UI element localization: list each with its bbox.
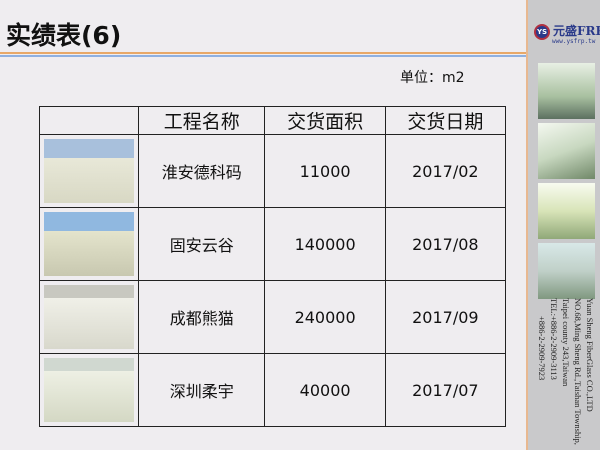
divider-blue — [0, 55, 526, 57]
side-panel: YS 元盛FRP www.ysfrp.tw Yuan Sheng FiberGl… — [526, 0, 600, 450]
project-photo — [44, 285, 134, 349]
project-date: 2017/02 — [384, 134, 507, 208]
header-name: 工程名称 — [137, 106, 266, 135]
company-address: Yuan Sheng FiberGlass CO.,LTD NO.68,Ming… — [534, 298, 596, 448]
project-name: 成都熊猫 — [137, 280, 266, 354]
table-row: 成都熊猫 240000 2017/09 — [39, 280, 507, 354]
company-logo: YS 元盛FRP www.ysfrp.tw — [534, 22, 600, 48]
logo-badge-icon: YS — [534, 24, 550, 40]
logo-name: 元盛FRP — [553, 24, 600, 38]
address-line: Taipei county 243,Taiwan — [561, 298, 571, 387]
project-table: 工程名称 交货面积 交货日期 淮安德科码 11000 2017/02 固安云谷 … — [39, 106, 507, 427]
header-photo — [39, 106, 139, 135]
side-photo — [538, 183, 595, 239]
project-date: 2017/07 — [384, 353, 507, 427]
address-line: +886-2-2909-7923 — [537, 316, 547, 381]
table-row: 深圳柔宇 40000 2017/07 — [39, 353, 507, 427]
project-photo — [44, 358, 134, 422]
table-header-row: 工程名称 交货面积 交货日期 — [39, 106, 507, 135]
table-row: 淮安德科码 11000 2017/02 — [39, 134, 507, 208]
project-area: 240000 — [264, 280, 386, 354]
slide-title: 实绩表(6) — [6, 21, 122, 50]
project-area: 40000 — [264, 353, 386, 427]
address-line: TEL:+886-2-2909-3113 — [549, 298, 559, 380]
project-name: 淮安德科码 — [137, 134, 266, 208]
header-area: 交货面积 — [264, 106, 386, 135]
side-photo — [538, 243, 595, 299]
project-area: 11000 — [264, 134, 386, 208]
header-date: 交货日期 — [384, 106, 507, 135]
address-line: Yuan Sheng FiberGlass CO.,LTD — [585, 298, 595, 412]
project-name: 固安云谷 — [137, 207, 266, 281]
side-photo — [538, 123, 595, 179]
logo-url: www.ysfrp.tw — [552, 38, 596, 45]
project-date: 2017/09 — [384, 280, 507, 354]
project-date: 2017/08 — [384, 207, 507, 281]
project-area: 140000 — [264, 207, 386, 281]
table-row: 固安云谷 140000 2017/08 — [39, 207, 507, 281]
project-name: 深圳柔宇 — [137, 353, 266, 427]
project-photo — [44, 139, 134, 203]
project-photo — [44, 212, 134, 276]
address-line: NO.68,Ming Sheng Rd.,Taishan Township, — [573, 298, 583, 445]
side-photo — [538, 63, 595, 119]
divider-orange — [0, 52, 526, 54]
unit-label: 单位：m2 — [400, 70, 465, 86]
